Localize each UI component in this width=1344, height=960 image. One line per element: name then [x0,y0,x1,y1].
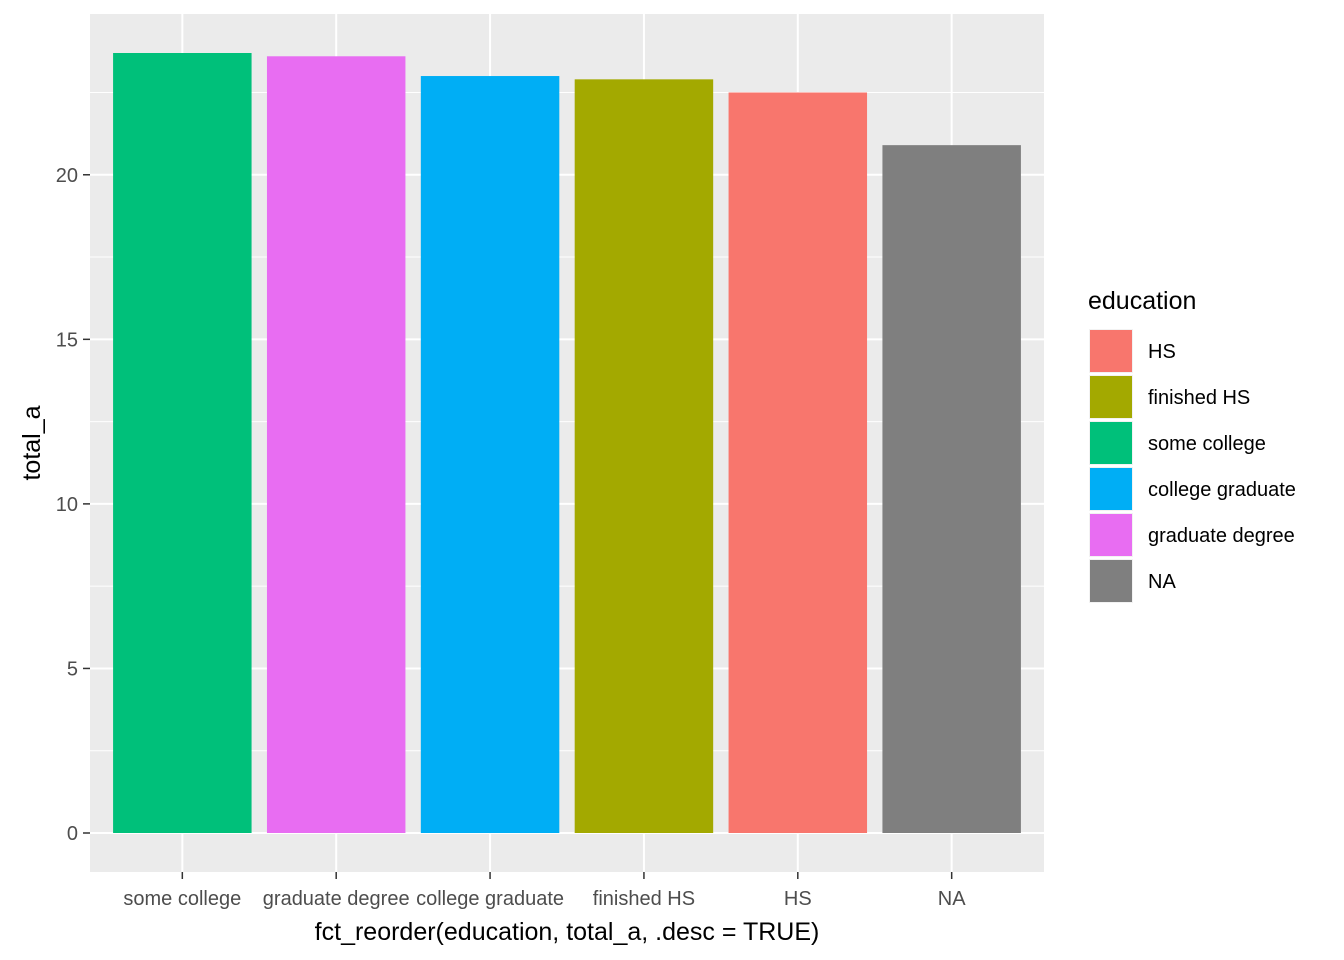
legend-items: HS finished HS some college college graduat… [1089,329,1296,603]
legend-swatch [1090,376,1132,418]
y-tick-label: 0 [67,823,78,845]
legend-swatch [1090,330,1132,372]
y-axis-title: total_a [18,405,46,480]
legend-swatch [1090,422,1132,464]
y-axis: 0 5 10 15 20 [56,165,90,845]
x-tick-label: NA [938,888,966,910]
x-axis: some college graduate degree college gradu… [123,872,966,910]
bar-college-graduate [420,76,560,834]
bar-some-college [113,53,252,833]
y-tick-label: 15 [56,329,78,351]
bars [113,53,1021,834]
legend-swatch [1090,514,1132,556]
legend-label: HS [1148,341,1176,363]
legend-label: finished HS [1148,387,1250,409]
y-tick-label: 5 [67,658,78,680]
x-tick-label: some college [123,888,241,910]
bar-finished-hs [574,79,714,834]
legend-label: NA [1148,571,1176,593]
legend-label: college graduate [1148,479,1296,501]
x-tick-label: graduate degree [263,888,410,910]
x-tick-label: finished HS [593,888,695,910]
x-tick-label: HS [784,888,812,910]
bar-graduate-degree [266,56,406,833]
legend-swatch [1090,560,1132,602]
legend-swatch [1090,468,1132,510]
legend-label: graduate degree [1148,525,1295,547]
x-tick-label: college graduate [416,888,564,910]
bar-hs [728,92,868,834]
bar-na [882,145,1021,833]
legend-title: education [1088,287,1196,315]
y-tick-label: 20 [56,165,78,187]
x-axis-title: fct_reorder(education, total_a, .desc = … [315,918,820,946]
legend: education HS finished HS some college colle… [1088,287,1296,603]
y-tick-label: 10 [56,494,78,516]
legend-label: some college [1148,433,1266,455]
